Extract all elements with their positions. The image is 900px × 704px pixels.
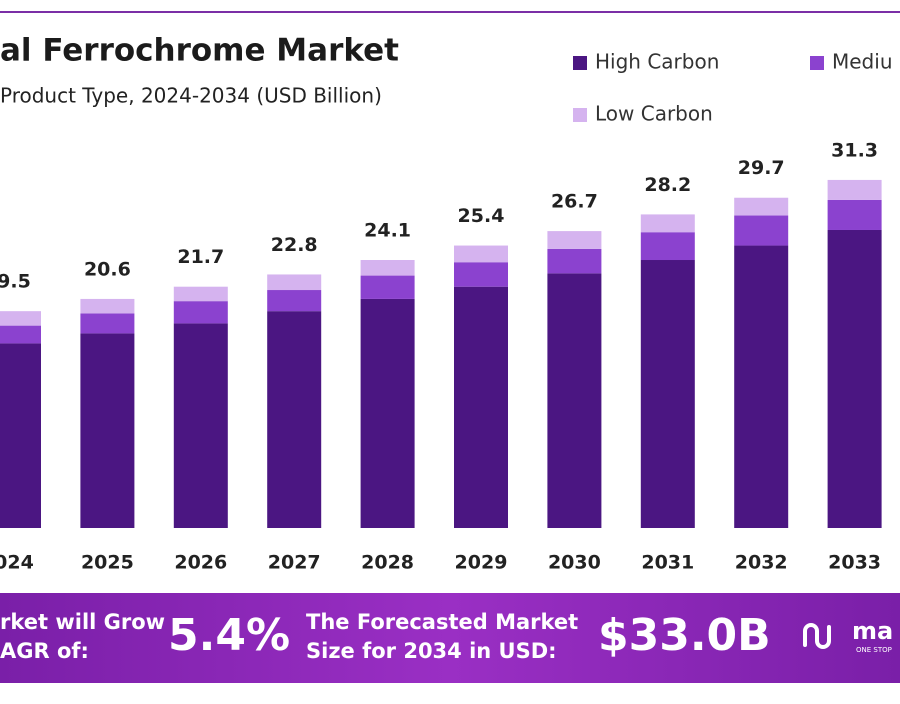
bar-segment (827, 229, 882, 528)
x-tick-label: 2033 (828, 552, 881, 574)
bar-segment (734, 215, 789, 246)
bar-segment (734, 245, 789, 528)
logo-icon (803, 623, 831, 649)
total-label: 9.5 (0, 271, 31, 293)
total-label: 20.6 (84, 258, 131, 280)
x-tick-label: 2027 (268, 552, 321, 574)
bar-segment (360, 260, 415, 276)
legend-swatch (573, 56, 587, 70)
total-label: 25.4 (458, 205, 505, 227)
footer-banner (0, 593, 900, 683)
footer-text: The Forecasted Market (306, 610, 578, 634)
legend-swatch (810, 56, 824, 70)
footer-text: AGR of: (0, 639, 89, 663)
bar-segment (267, 274, 322, 291)
bar-segment (547, 231, 602, 249)
x-tick-label: 2032 (735, 552, 788, 574)
bar-segment (173, 323, 228, 528)
bar-segment (360, 298, 415, 528)
bar-segment (454, 286, 508, 528)
bar-segment (827, 179, 882, 200)
total-label: 24.1 (364, 220, 411, 242)
logo-text: ma (852, 617, 893, 645)
total-label: 29.7 (738, 157, 785, 179)
x-tick-label: 2029 (455, 552, 508, 574)
bar-segment (547, 248, 602, 274)
bar-segment (547, 273, 602, 528)
logo-subtext: ONE STOP (856, 646, 892, 654)
bar-segment (267, 311, 322, 528)
chart-subtitle: Product Type, 2024-2034 (USD Billion) (0, 84, 382, 108)
bar-segment (80, 333, 135, 528)
bar-segment (454, 245, 508, 263)
plot: 9.5 024 20.6 2025 21.7 2026 22.8 2027 24.1 2028 25… (0, 139, 882, 574)
total-label: 22.8 (271, 234, 318, 256)
legend-label: Low Carbon (595, 102, 713, 126)
legend-swatch (573, 108, 587, 122)
bar-segment (640, 214, 695, 233)
legend: High Carbon Mediu Low Carbon (573, 50, 893, 126)
legend-label: Mediu (832, 50, 893, 74)
bar-segment (640, 232, 695, 261)
total-label: 28.2 (644, 174, 691, 196)
total-label: 21.7 (177, 246, 224, 268)
footer-text: rket will Grow (0, 610, 165, 634)
total-label: 31.3 (831, 139, 878, 161)
bar-segment (173, 286, 228, 302)
footer-text: Size for 2034 in USD: (306, 639, 557, 663)
bar-segment (640, 260, 695, 528)
bar-segment (80, 298, 135, 314)
chart-title: al Ferrochrome Market (0, 33, 399, 69)
bar-segment (0, 311, 41, 326)
bar-segment (80, 313, 135, 334)
bar-segment (734, 197, 789, 216)
market-size: $33.0B (598, 610, 771, 661)
x-tick-label: 2030 (548, 552, 601, 574)
x-tick-label: 2026 (174, 552, 227, 574)
bar-segment (0, 343, 41, 528)
x-tick-label: 2028 (361, 552, 414, 574)
bar-segment (267, 290, 322, 312)
total-label: 26.7 (551, 191, 598, 213)
x-tick-label: 2031 (641, 552, 694, 574)
cagr-value: 5.4% (168, 610, 290, 661)
x-tick-label: 024 (0, 552, 34, 574)
bar-segment (0, 325, 41, 344)
bar-segment (173, 301, 228, 324)
bar-segment (360, 275, 415, 299)
x-tick-label: 2025 (81, 552, 134, 574)
bar-segment (454, 262, 508, 287)
legend-label: High Carbon (595, 50, 719, 74)
bar-segment (827, 199, 882, 230)
